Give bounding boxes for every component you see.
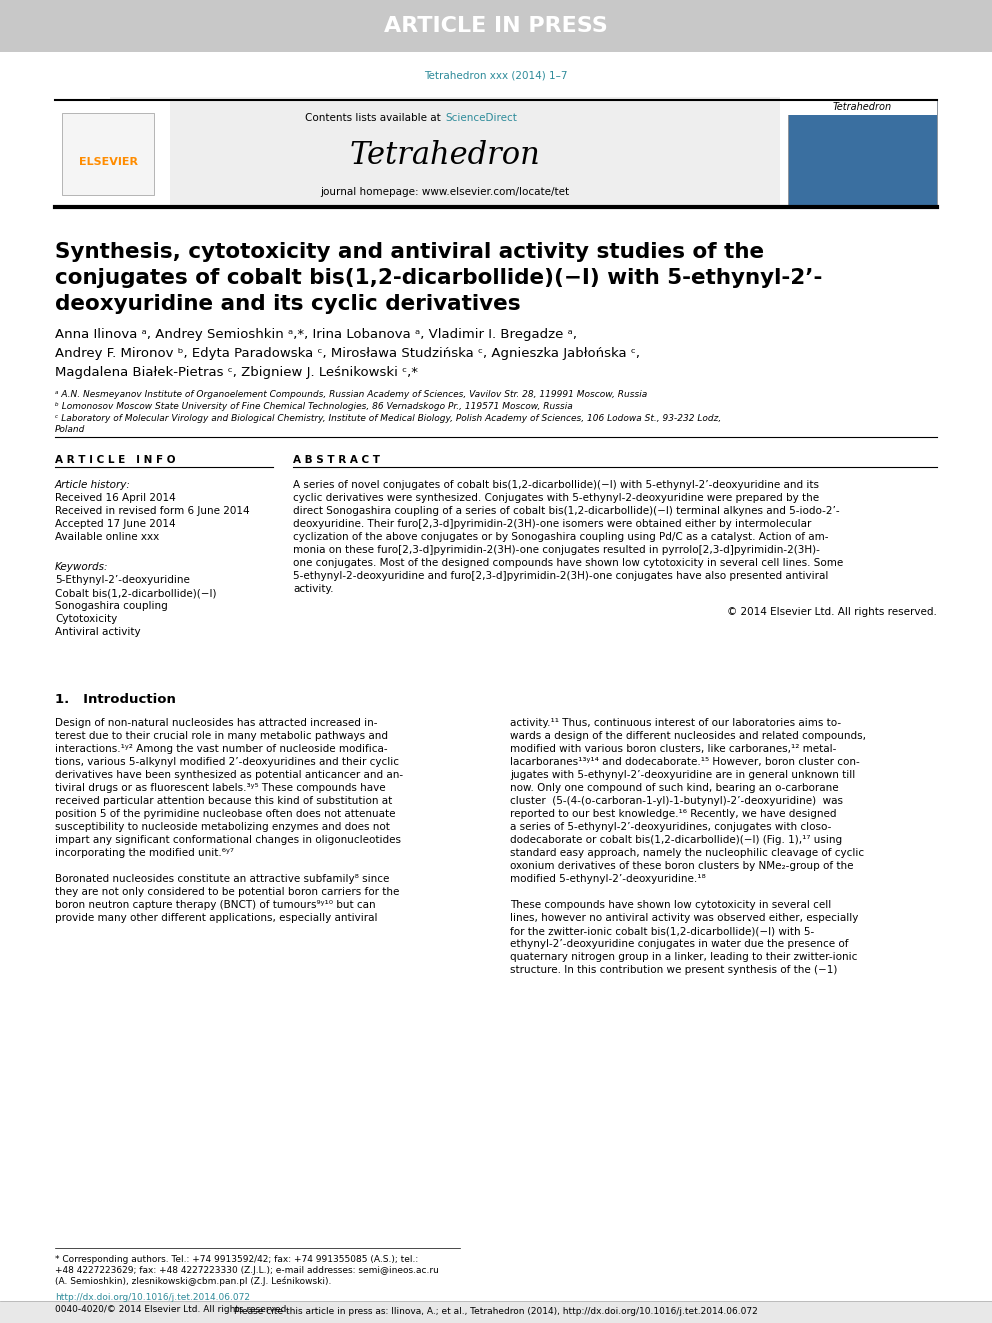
Text: These compounds have shown low cytotoxicity in several cell: These compounds have shown low cytotoxic… — [510, 900, 831, 910]
Text: 0040-4020/© 2014 Elsevier Ltd. All rights reserved.: 0040-4020/© 2014 Elsevier Ltd. All right… — [55, 1304, 290, 1314]
Text: deoxyuridine and its cyclic derivatives: deoxyuridine and its cyclic derivatives — [55, 294, 521, 314]
Text: Please cite this article in press as: Ilinova, A.; et al., Tetrahedron (2014), h: Please cite this article in press as: Il… — [234, 1307, 758, 1316]
Text: ethynyl-2’-deoxyuridine conjugates in water due the presence of: ethynyl-2’-deoxyuridine conjugates in wa… — [510, 939, 848, 949]
Text: wards a design of the different nucleosides and related compounds,: wards a design of the different nucleosi… — [510, 732, 866, 741]
Text: Accepted 17 June 2014: Accepted 17 June 2014 — [55, 519, 176, 529]
Bar — [788, 101, 937, 205]
Bar — [110, 97, 780, 205]
Text: boron neutron capture therapy (BNCT) of tumours⁹ʸ¹⁰ but can: boron neutron capture therapy (BNCT) of … — [55, 900, 376, 910]
Text: 5-Ethynyl-2’-deoxyuridine: 5-Ethynyl-2’-deoxyuridine — [55, 576, 189, 585]
Text: http://dx.doi.org/10.1016/j.tet.2014.06.072: http://dx.doi.org/10.1016/j.tet.2014.06.… — [55, 1293, 250, 1302]
Text: reported to our best knowledge.¹⁶ Recently, we have designed: reported to our best knowledge.¹⁶ Recent… — [510, 808, 836, 819]
Text: Cobalt bis(1,2-dicarbollide)(−I): Cobalt bis(1,2-dicarbollide)(−I) — [55, 587, 216, 598]
Text: impart any significant conformational changes in oligonucleotides: impart any significant conformational ch… — [55, 835, 401, 845]
Text: derivatives have been synthesized as potential anticancer and an-: derivatives have been synthesized as pot… — [55, 770, 403, 781]
Text: tions, various 5-alkynyl modified 2’-deoxyuridines and their cyclic: tions, various 5-alkynyl modified 2’-deo… — [55, 757, 399, 767]
Text: Tetrahedron: Tetrahedron — [349, 139, 541, 171]
Text: ARTICLE IN PRESS: ARTICLE IN PRESS — [384, 16, 608, 36]
Text: susceptibility to nucleoside metabolizing enzymes and does not: susceptibility to nucleoside metabolizin… — [55, 822, 390, 832]
Text: cyclization of the above conjugates or by Sonogashira coupling using Pd/C as a c: cyclization of the above conjugates or b… — [293, 532, 828, 542]
Text: structure. In this contribution we present synthesis of the (−1): structure. In this contribution we prese… — [510, 964, 837, 975]
Text: incorporating the modified unit.⁶ʸ⁷: incorporating the modified unit.⁶ʸ⁷ — [55, 848, 234, 859]
Text: deoxyuridine. Their furo[2,3-d]pyrimidin-2(3H)-one isomers were obtained either : deoxyuridine. Their furo[2,3-d]pyrimidin… — [293, 519, 811, 529]
Text: * Corresponding authors. Tel.: +74 9913592/42; fax: +74 991355085 (A.S.); tel.:: * Corresponding authors. Tel.: +74 99135… — [55, 1256, 419, 1263]
Text: © 2014 Elsevier Ltd. All rights reserved.: © 2014 Elsevier Ltd. All rights reserved… — [727, 607, 937, 617]
Text: terest due to their crucial role in many metabolic pathways and: terest due to their crucial role in many… — [55, 732, 388, 741]
Text: 5-ethynyl-2-deoxyuridine and furo[2,3-d]pyrimidin-2(3H)-one conjugates have also: 5-ethynyl-2-deoxyuridine and furo[2,3-d]… — [293, 572, 828, 581]
Text: cluster  (5-(4-(o-carboran-1-yl)-1-butynyl)-2’-deoxyuridine)  was: cluster (5-(4-(o-carboran-1-yl)-1-butyny… — [510, 796, 843, 806]
Text: they are not only considered to be potential boron carriers for the: they are not only considered to be poten… — [55, 886, 400, 897]
Text: monia on these furo[2,3-d]pyrimidin-2(3H)-one conjugates resulted in pyrrolo[2,3: monia on these furo[2,3-d]pyrimidin-2(3H… — [293, 545, 819, 556]
Text: ᵇ Lomonosov Moscow State University of Fine Chemical Technologies, 86 Vernadskog: ᵇ Lomonosov Moscow State University of F… — [55, 402, 572, 411]
Text: A series of novel conjugates of cobalt bis(1,2-dicarbollide)(−I) with 5-ethynyl-: A series of novel conjugates of cobalt b… — [293, 480, 819, 490]
Text: modified 5-ethynyl-2’-deoxyuridine.¹⁸: modified 5-ethynyl-2’-deoxyuridine.¹⁸ — [510, 875, 705, 884]
Text: quaternary nitrogen group in a linker, leading to their zwitter-ionic: quaternary nitrogen group in a linker, l… — [510, 953, 857, 962]
Text: provide many other different applications, especially antiviral: provide many other different application… — [55, 913, 378, 923]
Bar — [0, 1301, 992, 1323]
Text: received particular attention because this kind of substitution at: received particular attention because th… — [55, 796, 392, 806]
Text: Synthesis, cytotoxicity and antiviral activity studies of the: Synthesis, cytotoxicity and antiviral ac… — [55, 242, 764, 262]
Text: Sonogashira coupling: Sonogashira coupling — [55, 601, 168, 611]
Text: Tetrahedron: Tetrahedron — [832, 102, 892, 112]
Text: activity.¹¹ Thus, continuous interest of our laboratories aims to-: activity.¹¹ Thus, continuous interest of… — [510, 718, 841, 728]
Text: ᶜ Laboratory of Molecular Virology and Biological Chemistry, Institute of Medica: ᶜ Laboratory of Molecular Virology and B… — [55, 414, 721, 423]
Text: Received in revised form 6 June 2014: Received in revised form 6 June 2014 — [55, 505, 250, 516]
Text: Available online xxx: Available online xxx — [55, 532, 160, 542]
Text: +48 4227223629; fax: +48 4227223330 (Z.J.L.); e-mail addresses: semi@ineos.ac.ru: +48 4227223629; fax: +48 4227223330 (Z.J… — [55, 1266, 438, 1275]
Text: interactions.¹ʸ² Among the vast number of nucleoside modifica-: interactions.¹ʸ² Among the vast number o… — [55, 744, 388, 754]
Text: (A. Semioshkin), zlesnikowski@cbm.pan.pl (Z.J. Leśnikowski).: (A. Semioshkin), zlesnikowski@cbm.pan.pl… — [55, 1277, 331, 1286]
Text: Antiviral activity: Antiviral activity — [55, 627, 141, 636]
Text: Andrey F. Mironov ᵇ, Edyta Paradowska ᶜ, Mirosława Studzińska ᶜ, Agnieszka Jabło: Andrey F. Mironov ᵇ, Edyta Paradowska ᶜ,… — [55, 347, 640, 360]
Text: A R T I C L E   I N F O: A R T I C L E I N F O — [55, 455, 176, 464]
Text: Magdalena Białek-Pietras ᶜ, Zbigniew J. Leśnikowski ᶜ,*: Magdalena Białek-Pietras ᶜ, Zbigniew J. … — [55, 366, 418, 378]
Text: position 5 of the pyrimidine nucleobase often does not attenuate: position 5 of the pyrimidine nucleobase … — [55, 808, 396, 819]
Text: 1.   Introduction: 1. Introduction — [55, 693, 176, 706]
Text: lines, however no antiviral activity was observed either, especially: lines, however no antiviral activity was… — [510, 913, 858, 923]
Text: modified with various boron clusters, like carboranes,¹² metal-: modified with various boron clusters, li… — [510, 744, 836, 754]
Text: Received 16 April 2014: Received 16 April 2014 — [55, 493, 176, 503]
Text: a series of 5-ethynyl-2’-deoxyuridines, conjugates with closo-: a series of 5-ethynyl-2’-deoxyuridines, … — [510, 822, 831, 832]
Bar — [55, 101, 170, 205]
Text: A B S T R A C T: A B S T R A C T — [293, 455, 380, 464]
Bar — [0, 0, 992, 52]
Text: ᵃ A.N. Nesmeyanov Institute of Organoelement Compounds, Russian Academy of Scien: ᵃ A.N. Nesmeyanov Institute of Organoele… — [55, 390, 647, 400]
Text: journal homepage: www.elsevier.com/locate/tet: journal homepage: www.elsevier.com/locat… — [320, 187, 569, 197]
Text: ScienceDirect: ScienceDirect — [445, 112, 517, 123]
Text: for the zwitter-ionic cobalt bis(1,2-dicarbollide)(−I) with 5-: for the zwitter-ionic cobalt bis(1,2-dic… — [510, 926, 814, 935]
Text: Tetrahedron xxx (2014) 1–7: Tetrahedron xxx (2014) 1–7 — [425, 70, 567, 79]
Text: standard easy approach, namely the nucleophilic cleavage of cyclic: standard easy approach, namely the nucle… — [510, 848, 864, 859]
Text: tiviral drugs or as fluorescent labels.³ʸ⁵ These compounds have: tiviral drugs or as fluorescent labels.³… — [55, 783, 386, 792]
Text: Keywords:: Keywords: — [55, 562, 108, 572]
Text: Anna Ilinova ᵃ, Andrey Semioshkin ᵃ,*, Irina Lobanova ᵃ, Vladimir I. Bregadze ᵃ,: Anna Ilinova ᵃ, Andrey Semioshkin ᵃ,*, I… — [55, 328, 577, 341]
Text: direct Sonogashira coupling of a series of cobalt bis(1,2-dicarbollide)(−I) term: direct Sonogashira coupling of a series … — [293, 505, 839, 516]
Text: Cytotoxicity: Cytotoxicity — [55, 614, 117, 624]
Text: dodecaborate or cobalt bis(1,2-dicarbollide)(−I) (Fig. 1),¹⁷ using: dodecaborate or cobalt bis(1,2-dicarboll… — [510, 835, 842, 845]
Text: activity.: activity. — [293, 583, 333, 594]
Bar — [62, 112, 154, 194]
Text: Article history:: Article history: — [55, 480, 131, 490]
Text: oxonium derivatives of these boron clusters by NMe₂-group of the: oxonium derivatives of these boron clust… — [510, 861, 853, 871]
Text: lacarboranes¹³ʸ¹⁴ and dodecaborate.¹⁵ However, boron cluster con-: lacarboranes¹³ʸ¹⁴ and dodecaborate.¹⁵ Ho… — [510, 757, 860, 767]
Text: Boronated nucleosides constitute an attractive subfamily⁸ since: Boronated nucleosides constitute an attr… — [55, 875, 390, 884]
Text: jugates with 5-ethynyl-2’-deoxyuridine are in general unknown till: jugates with 5-ethynyl-2’-deoxyuridine a… — [510, 770, 855, 781]
Text: Poland: Poland — [55, 425, 85, 434]
Text: Contents lists available at: Contents lists available at — [305, 112, 444, 123]
Text: now. Only one compound of such kind, bearing an o-carborane: now. Only one compound of such kind, bea… — [510, 783, 838, 792]
Bar — [788, 101, 937, 115]
Text: conjugates of cobalt bis(1,2-dicarbollide)(−I) with 5-ethynyl-2’-: conjugates of cobalt bis(1,2-dicarbollid… — [55, 269, 822, 288]
Text: Design of non-natural nucleosides has attracted increased in-: Design of non-natural nucleosides has at… — [55, 718, 378, 728]
Text: ELSEVIER: ELSEVIER — [78, 157, 138, 167]
Text: cyclic derivatives were synthesized. Conjugates with 5-ethynyl-2-deoxyuridine we: cyclic derivatives were synthesized. Con… — [293, 493, 819, 503]
Text: one conjugates. Most of the designed compounds have shown low cytotoxicity in se: one conjugates. Most of the designed com… — [293, 558, 843, 568]
